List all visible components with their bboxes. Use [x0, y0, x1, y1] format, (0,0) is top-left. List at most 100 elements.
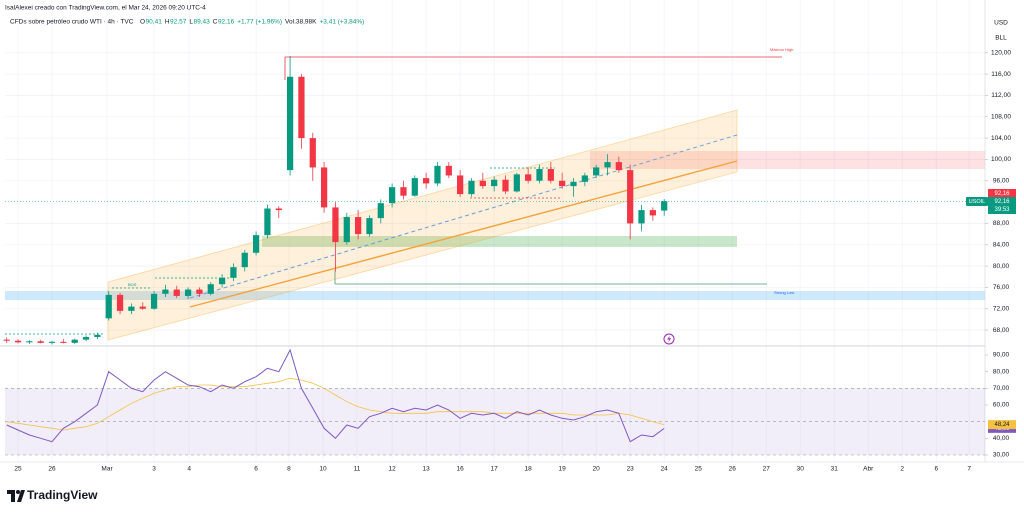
candle-body	[116, 294, 124, 311]
currency: USD	[994, 20, 1008, 27]
y-tick-label: 84,00	[993, 241, 1010, 248]
candle-body	[196, 289, 203, 294]
candle-body	[3, 339, 10, 341]
x-tick-label: 17	[491, 466, 499, 473]
marks	[3, 55, 985, 456]
resistance-zone	[590, 151, 985, 169]
symbol: CFDs sobre petróleo crudo WTI · 4h · TVC	[10, 19, 134, 26]
y-tick-label: 90,00	[993, 352, 1010, 359]
candle-body	[343, 217, 350, 243]
x-tick-label: 2	[900, 466, 904, 473]
rsi-tag	[988, 420, 1016, 430]
rsi-tag-text: 48,24	[994, 422, 1010, 428]
candle-body	[309, 138, 316, 168]
candle-body	[286, 76, 294, 171]
x-tick-label: 18	[525, 466, 533, 473]
legend-value: O	[140, 19, 145, 26]
candle-body	[570, 181, 577, 187]
candle-body	[252, 235, 260, 253]
legend: CFDs sobre petróleo crudo WTI · 4h · TVC…	[10, 19, 364, 26]
candle-body	[536, 169, 543, 181]
legend-value: L	[189, 19, 193, 26]
y-tick-label: 88,00	[993, 220, 1010, 227]
x-tick-label: 3	[152, 466, 156, 473]
rsi-line	[6, 348, 665, 443]
symbol-tag	[966, 197, 988, 206]
candle-body	[82, 337, 90, 340]
low-zone	[5, 291, 985, 300]
legend-value: +3,41 (+3,84%)	[319, 19, 364, 26]
rsi-line	[6, 377, 665, 431]
support-zone	[262, 236, 737, 247]
candle-body	[400, 187, 407, 196]
x-tick-label: 23	[627, 466, 635, 473]
logo: TradingView	[7, 488, 98, 502]
price-tag	[988, 189, 1016, 198]
candle-body	[230, 267, 237, 278]
y-tick-label: 76,00	[993, 284, 1010, 291]
y-tick-label: 96,00	[993, 177, 1010, 184]
axes: 120,00 116,00 112,00 108,00 104,00 100,00 96,0…	[14, 50, 1016, 473]
candle-body	[423, 178, 430, 184]
candle-body	[320, 167, 328, 208]
candle-body	[502, 179, 509, 192]
candle-body	[434, 165, 441, 184]
x-tick-label: 12	[389, 466, 397, 473]
candle-body	[513, 174, 520, 192]
candle-body	[457, 175, 464, 195]
x-tick-label: 20	[593, 466, 601, 473]
candle-body	[389, 187, 396, 204]
legend-value: 92,16	[218, 19, 235, 26]
candle-body	[332, 207, 339, 243]
x-tick-label: 31	[831, 466, 839, 473]
candle-body	[94, 334, 101, 338]
candle-body	[479, 180, 486, 187]
event-icon	[667, 335, 672, 343]
candle-body	[71, 339, 78, 343]
author: IsalAlexei creado con TradingView.com, e…	[5, 5, 206, 12]
trendline	[189, 160, 738, 308]
legend-value: +1,77 (+1,96%)	[237, 19, 282, 26]
y-tick-label: 108,00	[991, 113, 1011, 120]
candle-body	[649, 210, 656, 216]
y-tick-label: 100,00	[991, 156, 1011, 163]
y-tick-label: 60,00	[993, 402, 1010, 409]
last-price-tag	[988, 197, 1016, 214]
x-tick-label: 13	[423, 466, 431, 473]
x-tick-label: 30	[797, 466, 805, 473]
candle-body	[355, 217, 362, 235]
candle-body	[366, 218, 373, 235]
x-tick-label: 16	[457, 466, 465, 473]
x-tick-label: 4	[187, 466, 191, 473]
x-tick-label: 8	[287, 466, 291, 473]
legend-value: Vol.38,98K	[285, 19, 317, 26]
candle-body	[298, 76, 305, 139]
legend-value: 90,41	[146, 19, 163, 26]
x-tick-label: Abr	[863, 466, 874, 473]
grid	[5, 0, 985, 462]
channel	[107, 109, 738, 341]
candle-body	[207, 284, 214, 294]
annotation: BOS	[128, 282, 137, 287]
annotation: Máximo High	[770, 47, 793, 52]
candle-body	[37, 341, 44, 343]
symbol-tag-text: USOIL	[969, 199, 986, 205]
legend-value: 89,43	[193, 19, 210, 26]
candle-body	[615, 162, 622, 171]
candle-body	[162, 289, 169, 294]
candle-body	[264, 208, 271, 236]
y-tick-label: 112,00	[991, 92, 1011, 99]
rsi-band	[5, 388, 985, 455]
x-tick-label: 6	[934, 466, 938, 473]
candle-body	[60, 341, 67, 343]
x-tick-label: 24	[661, 466, 669, 473]
candle-body	[661, 201, 668, 211]
legend-value: C	[213, 19, 218, 26]
candle-body	[468, 180, 475, 195]
legend-value: H	[165, 19, 170, 26]
y-tick-label: 120,00	[991, 50, 1011, 57]
candle-body	[150, 293, 158, 309]
candle-body	[547, 169, 554, 181]
candle-body	[638, 210, 645, 224]
